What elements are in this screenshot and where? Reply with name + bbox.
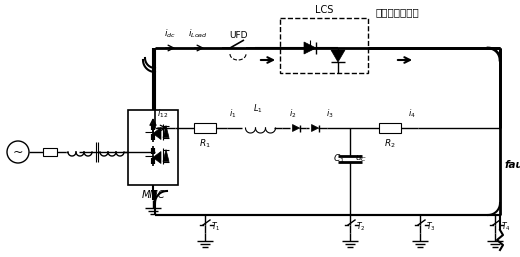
Bar <box>280 18 368 73</box>
Polygon shape <box>304 42 316 54</box>
Text: $i_3$: $i_3$ <box>326 107 334 120</box>
Text: MMC: MMC <box>141 190 165 200</box>
Text: $T_1$: $T_1$ <box>211 221 220 233</box>
Text: $T_3$: $T_3$ <box>426 221 436 233</box>
Text: $i_2$: $i_2$ <box>289 107 297 120</box>
Text: LCS: LCS <box>315 5 333 15</box>
Text: $L_1$: $L_1$ <box>253 103 263 115</box>
Polygon shape <box>153 127 161 140</box>
Bar <box>379 123 401 133</box>
Text: $i_{Load}$: $i_{Load}$ <box>188 27 208 40</box>
Text: $i_{dc}$: $i_{dc}$ <box>164 27 176 40</box>
Text: $T_2$: $T_2$ <box>356 221 366 233</box>
Text: $R_1$: $R_1$ <box>199 138 211 151</box>
Polygon shape <box>163 150 169 161</box>
Text: $u_{C}$: $u_{C}$ <box>355 154 367 164</box>
Text: ~: ~ <box>13 145 23 159</box>
Text: $R_2$: $R_2$ <box>384 138 396 151</box>
Bar <box>128 110 178 185</box>
Polygon shape <box>163 125 169 137</box>
Text: fault: fault <box>504 160 520 170</box>
Text: $C_1$: $C_1$ <box>333 153 345 165</box>
Text: $i_{12}$: $i_{12}$ <box>157 107 168 120</box>
Polygon shape <box>153 151 161 163</box>
Polygon shape <box>331 50 345 62</box>
Polygon shape <box>311 124 318 132</box>
Bar <box>43 148 57 156</box>
Text: 通态低损耗支路: 通态低损耗支路 <box>375 7 419 17</box>
Text: $i_1$: $i_1$ <box>229 107 237 120</box>
Text: $T_4$: $T_4$ <box>501 221 511 233</box>
Text: UFD: UFD <box>229 31 247 40</box>
Bar <box>194 123 216 133</box>
Text: $i_4$: $i_4$ <box>408 107 416 120</box>
Polygon shape <box>292 124 300 132</box>
